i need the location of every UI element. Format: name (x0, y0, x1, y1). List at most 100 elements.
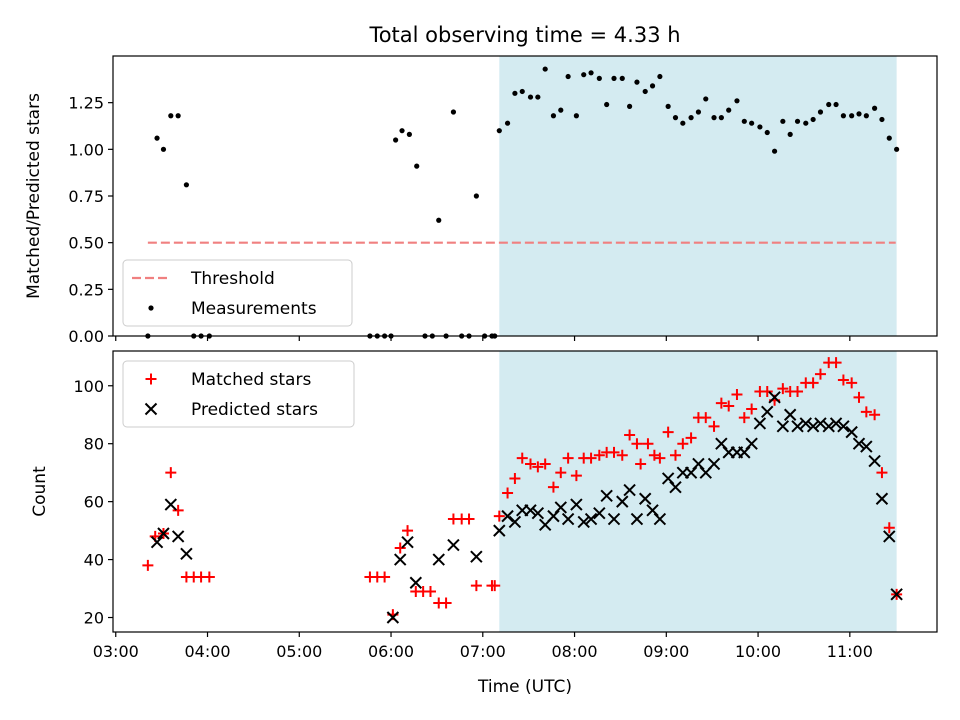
data-point (393, 137, 399, 143)
y-tick-label: 100 (73, 377, 104, 396)
data-point (561, 512, 575, 526)
data-point (634, 79, 640, 85)
data-point (817, 109, 824, 115)
data-point (707, 457, 721, 471)
plot-frame (112, 350, 938, 633)
data-point (550, 113, 557, 119)
data-point (677, 438, 689, 450)
data-point (596, 75, 602, 81)
data-point (524, 504, 537, 517)
data-point (539, 458, 551, 470)
data-point (573, 113, 579, 119)
y-tick-label: 80 (84, 435, 104, 454)
data-point (558, 107, 564, 113)
data-point (642, 438, 654, 450)
y-tick-label: 0.75 (68, 187, 104, 206)
data-point (803, 120, 809, 126)
data-point (165, 467, 177, 479)
data-point (718, 115, 724, 121)
data-point (607, 512, 621, 526)
data-point (711, 115, 717, 121)
data-point (669, 449, 681, 461)
y-tick-label: 1.25 (68, 94, 104, 113)
data-point (473, 193, 479, 199)
data-point (806, 420, 820, 433)
data-point (581, 72, 587, 78)
data-point (604, 101, 610, 108)
data-point (172, 504, 184, 516)
data-point (715, 397, 727, 409)
data-point (638, 492, 652, 505)
data-point (616, 449, 628, 461)
data-point (791, 420, 804, 433)
data-point (853, 391, 865, 403)
data-point (516, 452, 528, 464)
data-point (662, 426, 674, 438)
data-point (768, 391, 781, 404)
y-axis-label: Matched/Predicted stars (24, 93, 44, 299)
data-point (738, 412, 750, 424)
data-point (648, 449, 660, 461)
data-point (623, 483, 636, 497)
data-point (180, 547, 193, 560)
data-point (402, 525, 414, 537)
data-point (761, 405, 774, 419)
data-point (672, 115, 679, 121)
data-point (830, 357, 842, 369)
data-point (731, 388, 743, 400)
data-point (183, 182, 190, 188)
y-tick-label: 40 (84, 551, 104, 570)
x-tick-label: 04:00 (184, 642, 230, 661)
data-point (757, 124, 763, 130)
legend-marker (148, 305, 154, 311)
data-point (570, 470, 582, 482)
data-point (746, 403, 758, 415)
data-point (565, 73, 571, 80)
data-point (726, 107, 732, 113)
y-tick-label: 1.00 (68, 140, 104, 159)
data-point (837, 374, 849, 386)
data-point (154, 135, 160, 141)
data-point (840, 113, 847, 119)
y-axis-label: Count (30, 466, 50, 517)
data-point (863, 113, 869, 119)
data-point (665, 103, 671, 109)
data-point (616, 495, 629, 508)
data-point (860, 406, 872, 418)
data-point (635, 458, 647, 470)
data-point (171, 530, 185, 543)
data-point (496, 128, 502, 134)
data-point (783, 408, 797, 421)
x-tick-label: 10:00 (735, 642, 781, 661)
x-tick-label: 03:00 (93, 642, 139, 661)
legend-label: Measurements (191, 299, 317, 319)
data-point (535, 94, 541, 100)
data-point (562, 452, 574, 464)
data-point (745, 437, 758, 450)
data-point (470, 550, 483, 563)
data-point (856, 111, 862, 117)
data-point (680, 120, 686, 126)
data-point (631, 438, 643, 450)
data-point (142, 559, 154, 571)
data-point (440, 597, 452, 609)
data-point (414, 163, 420, 169)
data-point (695, 109, 702, 115)
data-point (787, 131, 793, 137)
data-point (814, 368, 826, 380)
x-tick-label: 11:00 (827, 642, 873, 661)
data-point (424, 585, 436, 597)
data-point (150, 535, 164, 549)
data-point (450, 109, 457, 115)
data-point (519, 88, 525, 95)
data-point (406, 131, 412, 137)
x-tick-label: 07:00 (460, 642, 506, 661)
y-tick-label: 0.50 (68, 234, 104, 253)
y-tick-label: 60 (84, 493, 104, 512)
data-point (160, 146, 167, 152)
data-point (393, 553, 407, 566)
y-tick-label: 20 (84, 609, 104, 628)
data-point (542, 66, 548, 72)
data-point (164, 498, 178, 511)
